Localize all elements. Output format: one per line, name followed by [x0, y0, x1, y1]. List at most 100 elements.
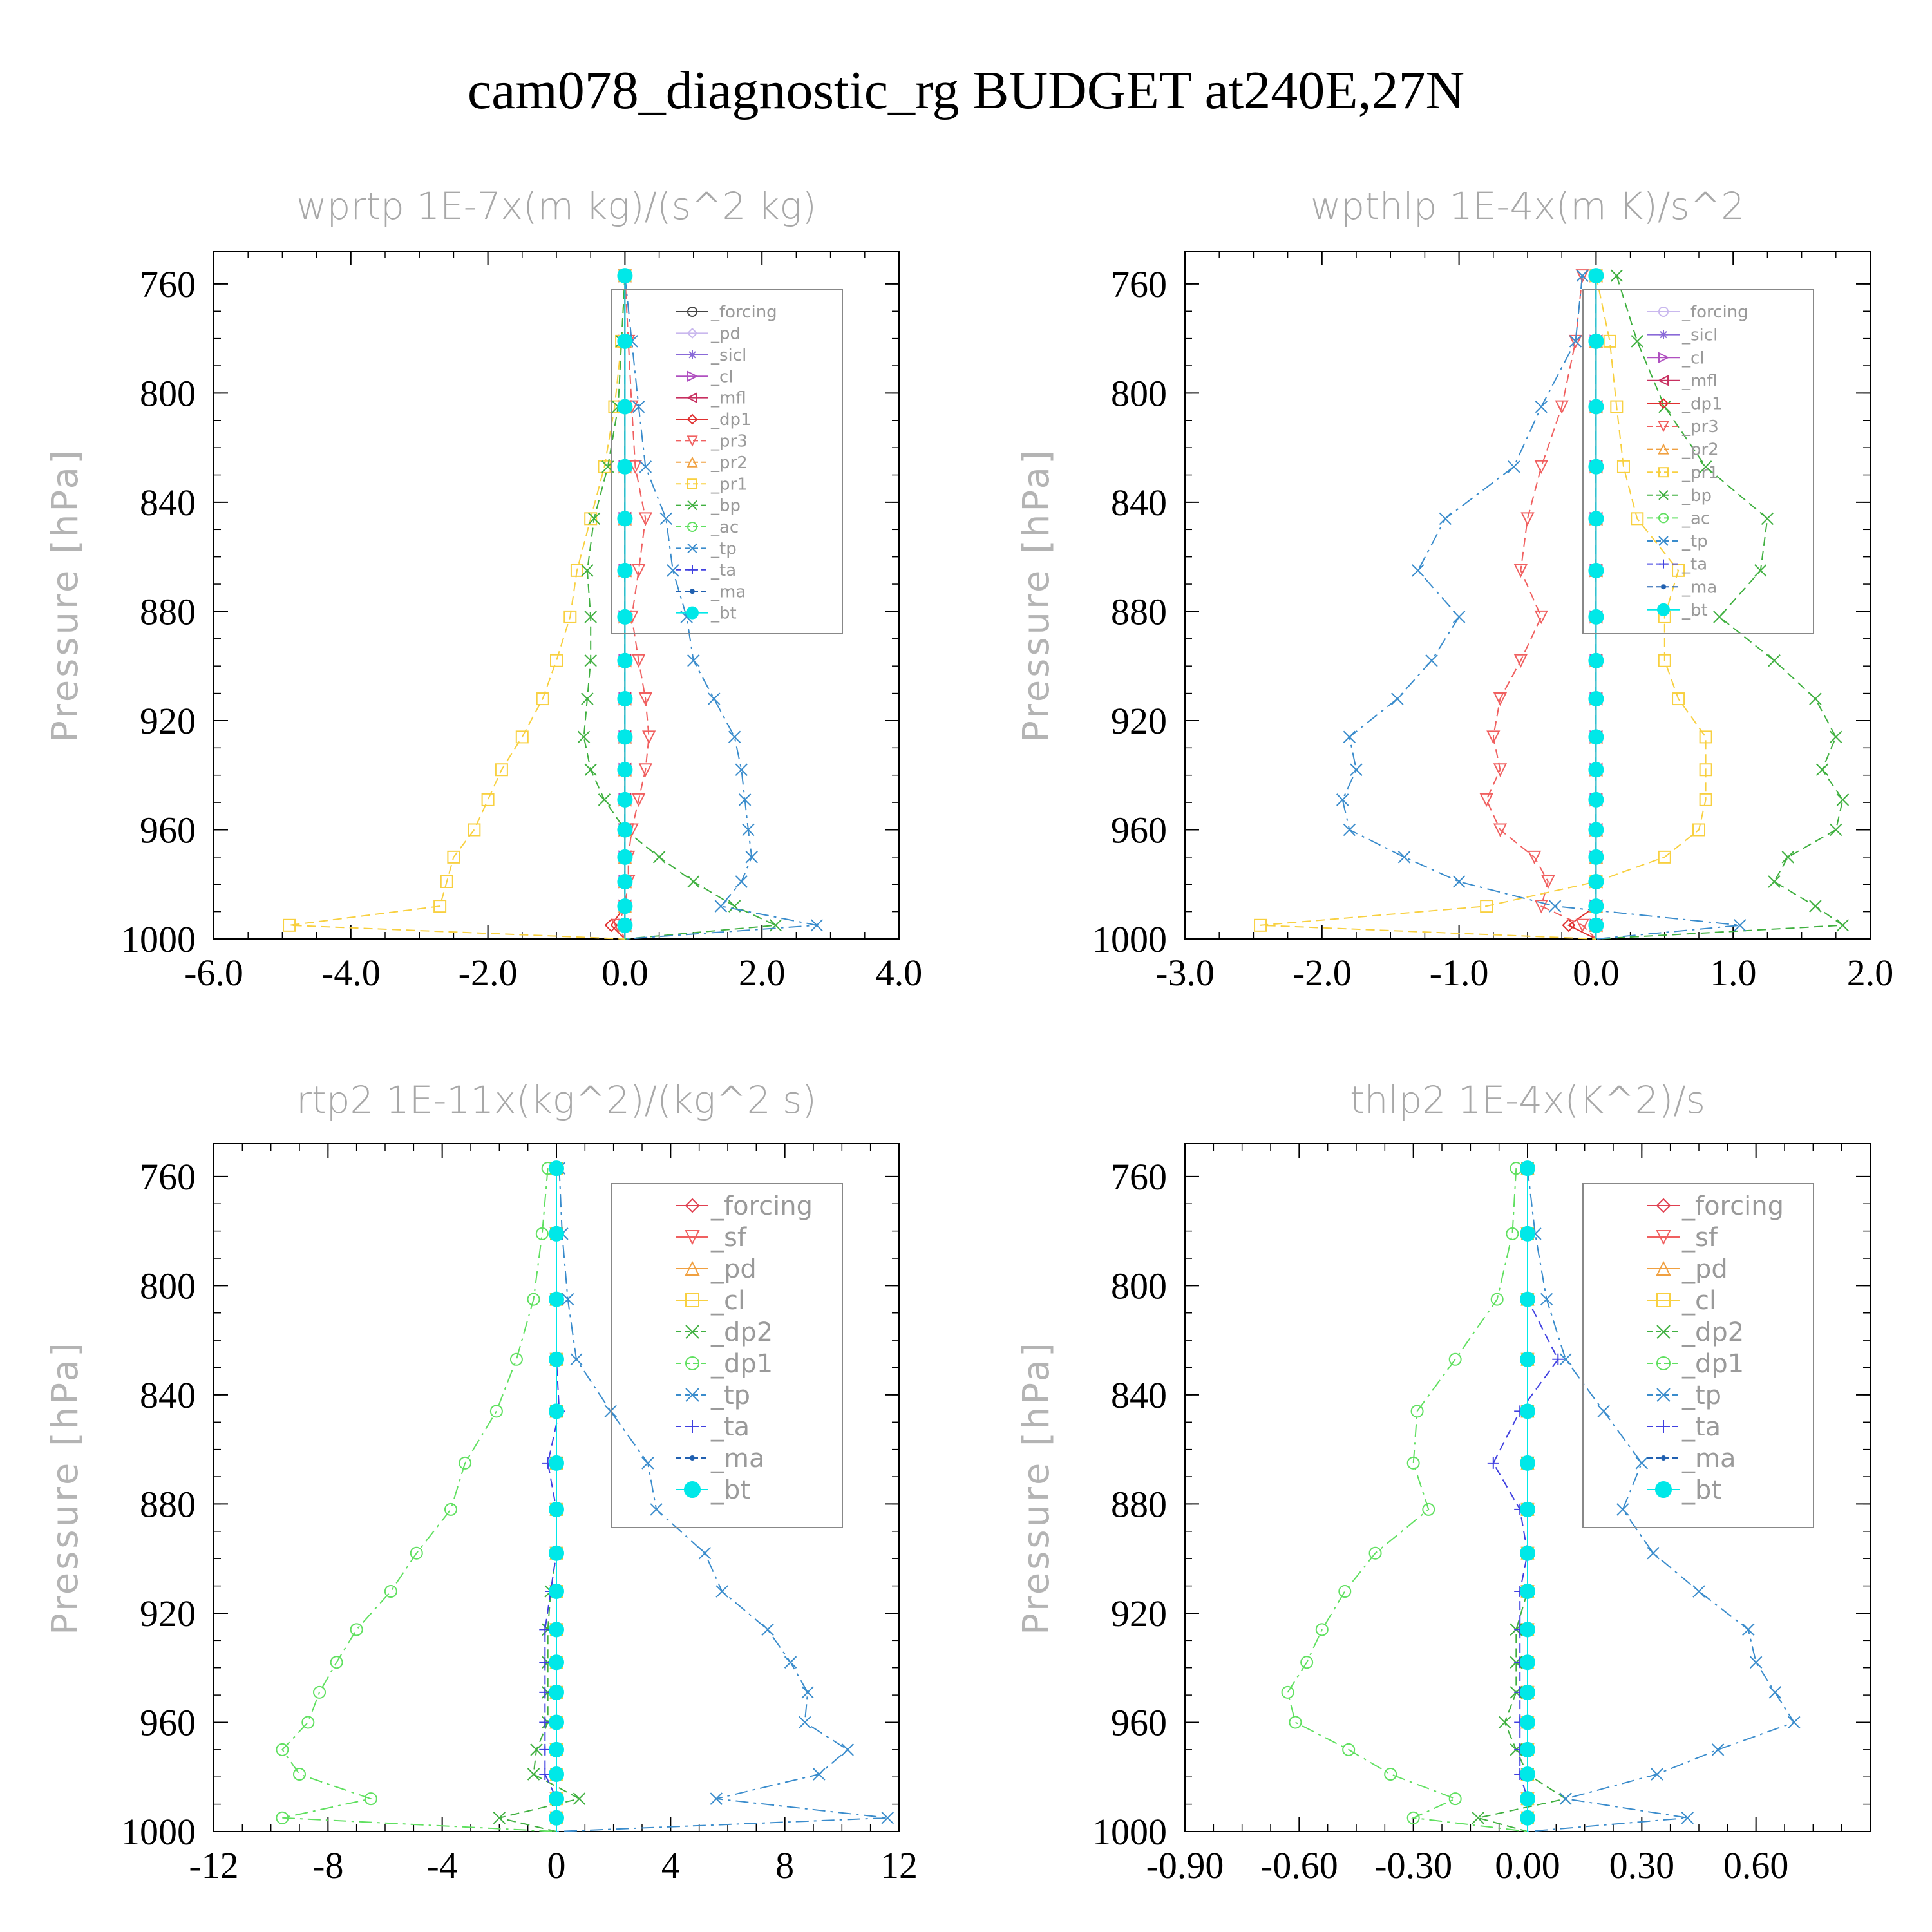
data-point — [1493, 823, 1508, 837]
data-point — [1610, 269, 1624, 282]
legend-marker — [686, 1420, 699, 1433]
data-point — [1692, 1585, 1705, 1598]
data-point — [598, 460, 611, 473]
data-point — [1498, 1716, 1511, 1729]
legend-marker — [1656, 1325, 1671, 1339]
legend-marker — [685, 1356, 699, 1370]
data-point — [550, 654, 563, 667]
data-point — [1520, 1622, 1535, 1638]
series-line — [1341, 275, 1740, 940]
data-point — [1342, 1743, 1356, 1756]
data-point — [1658, 850, 1671, 864]
legend-entry: _pd — [710, 1255, 757, 1284]
x-tick-label: -4 — [427, 1844, 458, 1886]
data-point — [617, 822, 633, 838]
series-bp — [1596, 269, 1850, 940]
data-point — [549, 1684, 564, 1700]
series-dp1 — [1281, 1162, 1528, 1832]
legend-box — [1582, 1183, 1814, 1528]
data-point — [330, 1656, 343, 1669]
data-point — [617, 917, 633, 933]
data-point — [659, 512, 672, 526]
y-tick-label: 920 — [140, 1593, 196, 1634]
data-point — [1597, 1405, 1610, 1418]
series-line — [1527, 1168, 1795, 1832]
data-point — [1588, 268, 1604, 284]
data-point — [617, 874, 633, 889]
data-point — [1681, 1812, 1694, 1824]
data-point — [1830, 823, 1842, 837]
legend-entry: _mfl — [1681, 372, 1718, 391]
series-line — [556, 1168, 888, 1832]
y-tick-label: 960 — [140, 1701, 196, 1743]
legend-entry: _dp1 — [1681, 1349, 1744, 1379]
legend-marker — [690, 589, 695, 594]
data-point — [639, 460, 652, 473]
series-bt — [617, 268, 633, 939]
x-tick-label: 8 — [775, 1844, 794, 1886]
data-point — [1254, 918, 1267, 932]
data-point — [1520, 1791, 1535, 1807]
data-point — [1699, 793, 1712, 806]
data-point — [1647, 1547, 1660, 1560]
data-point — [1588, 652, 1604, 668]
data-point — [1486, 730, 1501, 744]
x-tick-label: 4 — [661, 1844, 680, 1886]
series-line — [544, 1168, 560, 1832]
data-point — [617, 691, 633, 707]
data-point — [447, 850, 460, 864]
data-point — [433, 900, 447, 913]
data-point — [1658, 654, 1671, 667]
data-point — [1425, 654, 1438, 667]
legend-entry: _dp2 — [710, 1318, 773, 1347]
y-tick-label: 1000 — [1092, 1811, 1167, 1853]
data-point — [1616, 1503, 1629, 1516]
legend-marker — [1658, 513, 1669, 524]
series-dp1 — [276, 1162, 557, 1832]
legend-marker — [687, 327, 698, 339]
data-point — [1631, 335, 1643, 348]
data-point — [1397, 851, 1411, 864]
legend-entry: _bp — [1681, 486, 1712, 506]
data-point — [617, 791, 633, 808]
data-point — [1588, 562, 1604, 578]
legend-entry: _forcing — [1681, 1191, 1784, 1221]
data-point — [1635, 1457, 1649, 1470]
data-point — [617, 762, 633, 778]
legend-entry: _pr2 — [1681, 440, 1719, 460]
data-point — [549, 1714, 564, 1730]
data-point — [549, 1622, 564, 1638]
data-point — [617, 849, 633, 865]
data-point — [549, 1501, 564, 1517]
data-point — [384, 1585, 397, 1598]
data-point — [1699, 460, 1712, 473]
legend-entry: _bt — [1681, 1475, 1721, 1505]
y-tick-label: 840 — [1111, 482, 1167, 524]
data-point — [742, 823, 755, 837]
y-tick-label: 1000 — [121, 918, 196, 960]
y-tick-label: 800 — [140, 1265, 196, 1307]
series-pr3 — [1479, 269, 1597, 940]
x-tick-label: -4.0 — [321, 952, 381, 994]
y-tick-label: 960 — [140, 809, 196, 851]
data-point — [1534, 900, 1548, 914]
data-point — [1692, 823, 1705, 837]
data-point — [1836, 793, 1850, 806]
data-point — [1412, 564, 1425, 577]
data-point — [1490, 1293, 1504, 1306]
data-point — [617, 729, 633, 745]
legend-marker — [686, 392, 697, 404]
legend-marker — [684, 1481, 701, 1498]
x-tick-label: 2.0 — [739, 952, 786, 994]
data-point — [1788, 1716, 1801, 1729]
data-point — [632, 654, 646, 668]
legend-entry: _dp2 — [1681, 1318, 1744, 1347]
data-point — [784, 1656, 797, 1669]
y-tick-label: 840 — [140, 1374, 196, 1416]
x-tick-label: 0 — [547, 1844, 566, 1886]
data-point — [738, 793, 752, 806]
data-point — [1520, 1766, 1535, 1782]
legend-entry: _pr3 — [1681, 417, 1719, 437]
y-tick-label: 760 — [1111, 1156, 1167, 1198]
data-point — [1391, 692, 1404, 705]
